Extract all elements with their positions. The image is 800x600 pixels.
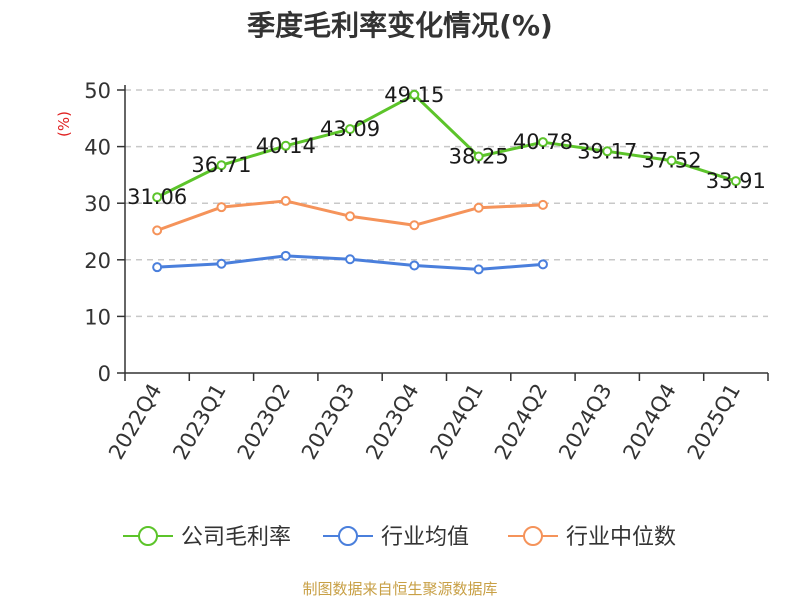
data-point[interactable] [152,192,163,203]
data-point[interactable] [409,89,420,100]
y-tick-label: 0 [98,362,111,386]
data-point[interactable] [409,260,420,271]
x-tick-label: 2024Q3 [554,380,616,464]
chart-title: 季度毛利率变化情况(%) [247,9,553,42]
data-point[interactable] [152,262,163,273]
x-tick-label: 2022Q4 [104,380,166,464]
y-tick-label: 30 [84,192,111,216]
data-label: 40.78 [513,130,573,154]
y-axis-label: (%) [55,111,73,137]
y-tick-label: 20 [84,249,111,273]
data-point[interactable] [473,264,484,275]
data-point[interactable] [537,137,548,148]
data-point[interactable] [730,176,741,187]
series-line [156,93,737,199]
legend-item[interactable]: 行业均值 [381,525,469,550]
data-label: 36.71 [191,153,251,177]
y-tick-label: 10 [84,305,111,329]
data-label: 37.52 [641,149,701,173]
legend-marker [338,526,358,546]
data-point[interactable] [409,220,420,231]
data-point[interactable] [666,155,677,166]
data-point[interactable] [216,258,227,269]
source-note: 制图数据来自恒生聚源数据库 [302,580,498,598]
data-point[interactable] [537,259,548,270]
x-tick-label: 2023Q1 [168,380,230,464]
y-tick-label: 50 [84,79,111,103]
legend-item[interactable]: 行业中位数 [566,525,676,550]
grid-lines [125,89,768,318]
x-tick-label: 2024Q4 [618,380,680,464]
data-label: 43.09 [320,117,380,141]
data-label: 39.17 [577,139,637,163]
data-point[interactable] [280,140,291,151]
data-point[interactable] [216,160,227,171]
legend-item[interactable]: 公司毛利率 [181,525,291,550]
data-point[interactable] [280,195,291,206]
y-tick-label: 40 [84,136,111,160]
legend-marker [523,526,543,546]
x-tick-label: 2025Q1 [683,380,745,464]
data-point[interactable] [345,124,356,135]
data-label: 33.91 [706,169,766,193]
data-label: 49.15 [384,83,444,107]
data-point[interactable] [345,211,356,222]
data-point[interactable] [280,250,291,261]
data-point[interactable] [473,202,484,213]
legend-marker [138,526,158,546]
x-tick-label: 2023Q4 [361,380,423,464]
x-tick-label: 2023Q3 [297,380,359,464]
series [152,89,741,275]
data-point[interactable] [216,202,227,213]
x-tick-label: 2023Q2 [233,380,295,464]
data-label: 40.14 [256,134,316,158]
data-point[interactable] [537,199,548,210]
data-point[interactable] [473,151,484,162]
data-point[interactable] [345,254,356,265]
data-point[interactable] [152,225,163,236]
legend[interactable]: 公司毛利率 行业均值 行业中位数 [123,525,676,550]
x-tick-label: 2024Q2 [490,380,552,464]
data-label: 38.25 [449,145,509,169]
data-label: 31.06 [127,185,187,209]
x-tick-label: 2024Q1 [426,380,488,464]
data-point[interactable] [602,146,613,157]
